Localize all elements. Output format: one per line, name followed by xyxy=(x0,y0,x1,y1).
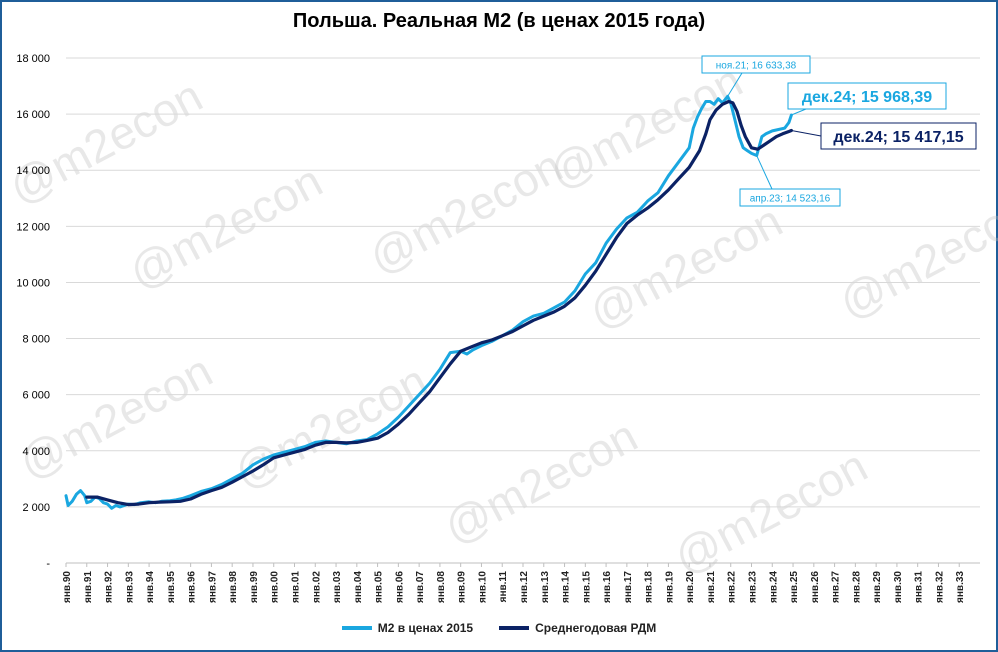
y-tick-label-2: 4 000 xyxy=(22,446,50,458)
x-tick-label-17: янв.07 xyxy=(415,571,426,603)
x-tick-label-32: янв.22 xyxy=(727,571,738,603)
x-tick-label-4: янв.94 xyxy=(145,571,156,603)
watermark-8: @m2econ xyxy=(665,439,875,584)
x-tick-label-37: янв.27 xyxy=(831,571,842,603)
x-tick-label-2: янв.92 xyxy=(104,571,115,603)
x-tick-label-24: янв.14 xyxy=(561,571,572,603)
annotation-box-1 xyxy=(739,188,841,207)
legend-label-m2: М2 в ценах 2015 xyxy=(377,621,474,635)
watermark-3: @m2econ xyxy=(540,54,750,199)
annotation-leader-1 xyxy=(756,155,773,190)
y-tick-label-3: 6 000 xyxy=(22,390,50,402)
annotation-box-3 xyxy=(820,122,977,150)
x-tick-label-43: янв.33 xyxy=(955,571,966,603)
y-tick-label-9: 18 000 xyxy=(16,53,50,65)
y-tick-label-7: 14 000 xyxy=(16,165,50,177)
x-tick-label-34: янв.24 xyxy=(768,571,779,603)
x-tick-label-21: янв.11 xyxy=(498,571,509,603)
x-tick-label-39: янв.29 xyxy=(872,571,883,603)
legend-label-ma: Среднегодовая РДМ xyxy=(535,621,657,635)
series-layer xyxy=(64,94,794,510)
x-tick-label-20: янв.10 xyxy=(477,571,488,603)
x-tick-label-30: янв.20 xyxy=(685,571,696,603)
annotation-label-0: ноя.21; 16 633,38 xyxy=(716,61,797,72)
x-tick-label-40: янв.30 xyxy=(893,571,904,603)
x-tick-label-1: янв.91 xyxy=(83,571,94,603)
legend-swatch-ma xyxy=(499,626,530,630)
x-tick-label-35: янв.25 xyxy=(789,571,800,603)
x-tick-label-6: янв.96 xyxy=(187,571,198,603)
y-tick-label-6: 12 000 xyxy=(16,221,50,233)
annotation-label-3: дек.24; 15 417,15 xyxy=(833,129,963,146)
x-tick-label-5: янв.95 xyxy=(166,571,177,603)
x-tick-label-29: янв.19 xyxy=(664,571,675,603)
legend-swatch-m2 xyxy=(341,626,372,630)
x-tick-label-28: янв.18 xyxy=(644,571,655,603)
x-tick-label-27: янв.17 xyxy=(623,571,634,603)
y-axis-ticks: - 2 000 4 000 6 000 8 000 10 000 12 000 14 000 1… xyxy=(16,53,50,570)
annotation-box-0 xyxy=(701,55,811,74)
x-tick-label-9: янв.99 xyxy=(249,571,260,603)
x-tick-label-31: янв.21 xyxy=(706,571,717,603)
legend-item-ma: Среднегодовая РДМ xyxy=(499,621,656,635)
x-tick-label-16: янв.06 xyxy=(394,571,405,603)
y-tick-label-8: 16 000 xyxy=(16,109,50,121)
x-tick-label-25: янв.15 xyxy=(581,571,592,603)
annotation-leader-0 xyxy=(727,72,743,97)
series-line-0 xyxy=(64,94,793,510)
annotation-box-2 xyxy=(787,82,947,110)
x-tick-label-3: янв.93 xyxy=(124,571,135,603)
legend-item-m2: М2 в ценах 2015 xyxy=(341,621,474,635)
x-tick-label-7: янв.97 xyxy=(207,571,218,603)
legend: М2 в ценах 2015 Среднегодовая РДМ xyxy=(0,621,998,635)
x-tick-label-26: янв.16 xyxy=(602,571,613,603)
annotation-label-2: дек.24; 15 968,39 xyxy=(802,89,932,106)
x-tick-label-41: янв.31 xyxy=(914,571,925,603)
x-tick-label-0: янв.90 xyxy=(62,571,73,603)
x-tick-label-38: янв.28 xyxy=(851,571,862,603)
x-tick-label-11: янв.01 xyxy=(291,571,302,603)
watermark-7: @m2econ xyxy=(435,409,645,554)
watermark-5: @m2econ xyxy=(830,184,998,329)
watermark-0: @m2econ xyxy=(0,69,210,214)
chart-title: Польша. Реальная М2 (в ценах 2015 года) xyxy=(292,10,706,32)
x-tick-label-22: янв.12 xyxy=(519,571,530,603)
annotation-leader-3 xyxy=(791,129,822,137)
x-axis-ticks: янв.90 янв.91 янв.92 янв.93 янв.94 янв.95 янв.… xyxy=(62,562,980,603)
x-tick-label-36: янв.26 xyxy=(810,571,821,603)
watermark-6: @m2econ xyxy=(225,354,435,499)
watermark-2: @m2econ xyxy=(360,139,570,284)
y-tick-label-1: 2 000 xyxy=(22,502,50,514)
y-tick-label-4: 8 000 xyxy=(22,334,50,346)
y-tick-label-5: 10 000 xyxy=(16,277,50,289)
annotation-leader-2 xyxy=(791,108,807,116)
annotations: ноя.21; 16 633,38 апр.23; 14 523,16 дек.24… xyxy=(701,55,977,207)
watermark-4: @m2econ xyxy=(580,194,790,339)
x-tick-label-10: янв.00 xyxy=(270,571,281,603)
x-tick-label-14: янв.04 xyxy=(353,571,364,603)
watermark-9: @m2econ xyxy=(10,344,220,489)
x-tick-label-33: янв.23 xyxy=(748,571,759,603)
x-tick-label-19: янв.09 xyxy=(457,571,468,603)
x-tick-label-8: янв.98 xyxy=(228,571,239,603)
x-tick-label-23: янв.13 xyxy=(540,571,551,603)
y-tick-label-0: - xyxy=(46,558,50,570)
x-tick-label-42: янв.32 xyxy=(934,571,945,603)
x-tick-label-12: янв.02 xyxy=(311,571,322,603)
series-line-1 xyxy=(85,99,794,507)
x-tick-label-13: янв.03 xyxy=(332,571,343,603)
annotation-label-1: апр.23; 14 523,16 xyxy=(750,194,831,205)
x-tick-label-18: янв.08 xyxy=(436,571,447,603)
x-tick-label-15: янв.05 xyxy=(374,571,385,603)
